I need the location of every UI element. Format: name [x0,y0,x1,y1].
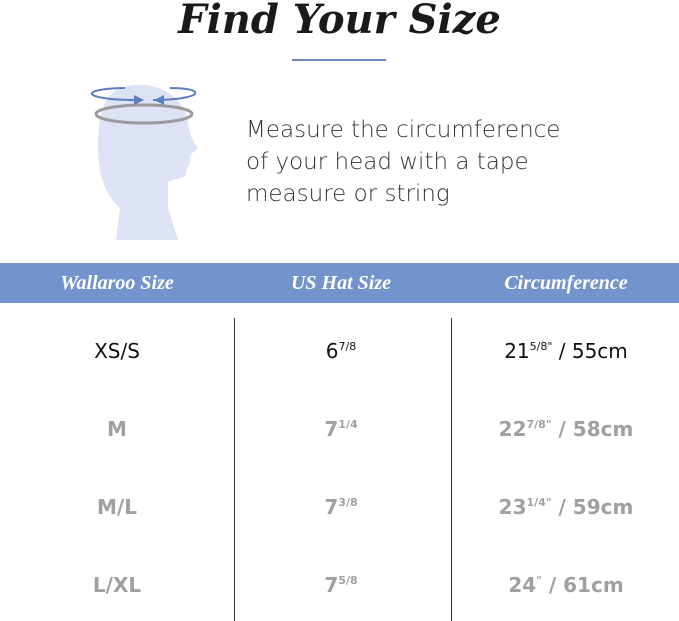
size-cell: M/L [97,495,137,519]
header-wallaroo-size: Wallaroo Size [60,272,174,294]
circ-fraction: 1/4" [526,496,552,509]
circ-inches: 21 [504,339,530,363]
size-cell: XS/S [94,339,140,363]
header-us-hat-size: US Hat Size [290,272,392,294]
instruction-line: of your head with a tape [246,149,529,175]
hat-whole: 6 [325,339,339,363]
size-cell: M [107,417,127,441]
hat-fraction: 1/4 [338,418,358,431]
column-divider [234,318,235,621]
circ-fraction: 7/8" [526,418,552,431]
hat-fraction: 5/8 [338,574,358,587]
hat-size-cell: 67/8 [231,339,451,363]
circ-cm: / 59cm [551,495,634,519]
circ-inches: 24 [508,573,537,597]
hat-whole: 7 [324,417,339,441]
hat-whole: 7 [324,573,339,597]
circumference-cell: 227/8" / 58cm [456,417,676,441]
hat-fraction: 7/8 [338,340,357,353]
circumference-cell: 215/8" / 55cm [456,339,676,363]
column-divider [451,318,452,621]
hat-whole: 7 [324,495,339,519]
head-measure-icon [90,84,198,240]
size-cell: L/XL [92,573,142,597]
circ-cm: / 58cm [551,417,634,441]
title-underline [292,59,386,61]
page-title: Find Your Size [178,0,501,43]
circumference-cell: 231/4" / 59cm [456,495,676,519]
circ-fraction: 5/8" [529,340,553,353]
circ-cm: / 61cm [541,573,624,597]
instructions: Measure the circumference of your head w… [246,114,560,210]
circ-fraction: " [536,574,542,587]
header-circumference: Circumference [504,272,628,294]
hat-size-cell: 71/4 [231,417,451,441]
hat-fraction: 3/8 [338,496,358,509]
circumference-cell: 24" / 61cm [456,573,676,597]
hat-size-cell: 73/8 [231,495,451,519]
circ-inches: 23 [498,495,527,519]
circ-cm: / 55cm [552,339,628,363]
hat-size-cell: 75/8 [231,573,451,597]
table-header: Wallaroo Size US Hat Size Circumference [0,263,679,303]
instruction-line: measure or string [246,181,450,207]
circ-inches: 22 [498,417,527,441]
instruction-line: Measure the circumference [246,117,561,143]
